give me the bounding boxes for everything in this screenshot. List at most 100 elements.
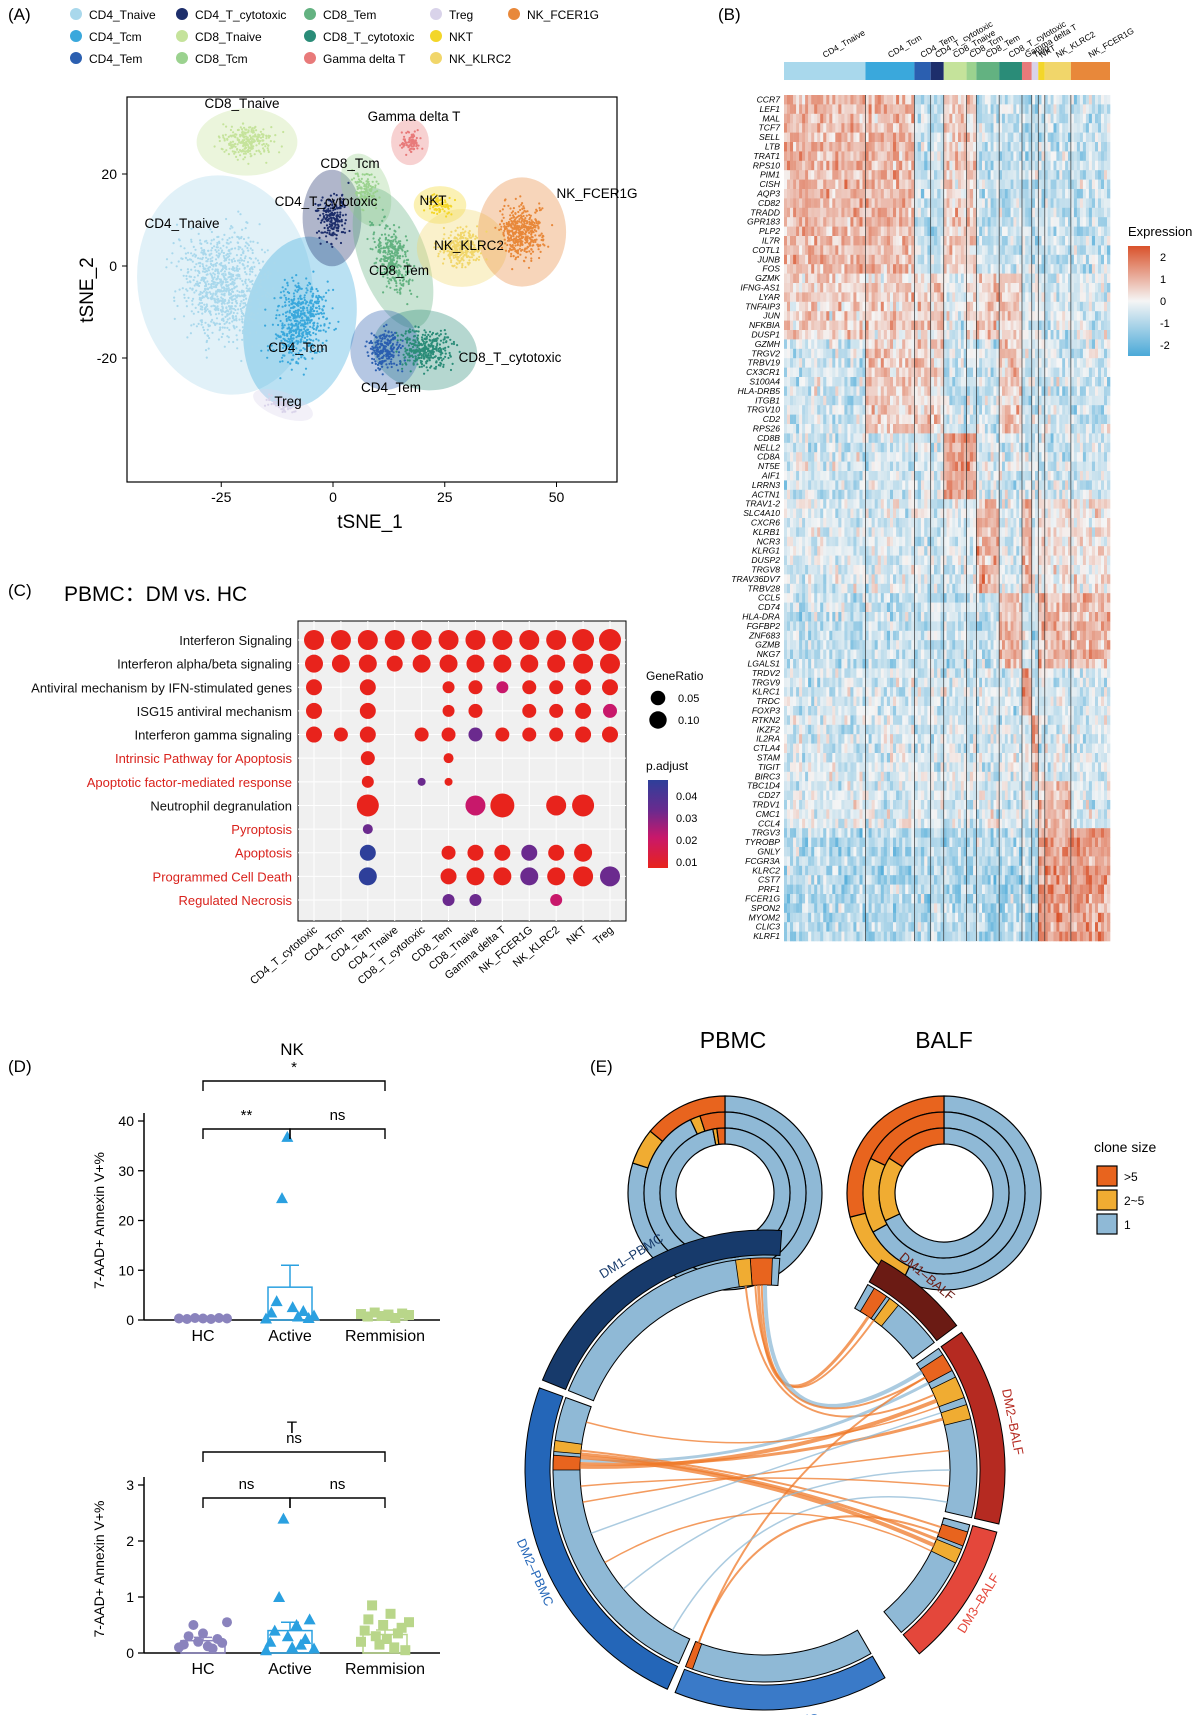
heatmap-cell (841, 264, 845, 274)
tsne-point (284, 296, 287, 299)
tsne-point (200, 251, 203, 254)
heatmap-cell (850, 198, 854, 209)
heatmap-cell (853, 452, 857, 462)
tsne-point (388, 362, 391, 365)
tsne-point (385, 355, 388, 358)
tsne-point (283, 294, 286, 297)
tsne-point (368, 220, 372, 223)
heatmap-cell (784, 151, 788, 162)
heatmap-cell (838, 198, 842, 209)
heatmap-cell (829, 330, 833, 340)
tsne-point (207, 249, 210, 252)
tsne-point (235, 325, 238, 328)
tsne-point (401, 345, 404, 348)
heatmap-cell (826, 236, 830, 246)
heatmap-cell (850, 330, 854, 340)
tsne-point (217, 338, 220, 341)
tsne-point (251, 292, 254, 295)
heatmap-cell (859, 414, 863, 425)
tsne-point (383, 346, 386, 349)
tsne-point (384, 350, 387, 353)
heatmap-cell (835, 320, 839, 331)
tsne-point (288, 318, 291, 321)
tsne-point (173, 296, 176, 299)
tsne-point (258, 134, 261, 137)
heatmap-cell (814, 189, 818, 199)
tsne-point (332, 216, 335, 219)
tsne-point (329, 209, 332, 212)
tsne-point (259, 268, 262, 271)
tsne-point (221, 238, 224, 241)
tsne-point (281, 322, 284, 325)
heatmap-cell (835, 95, 839, 105)
heatmap-cell (808, 339, 812, 350)
tsne-points-cd4_t_cytotoxic (314, 181, 351, 248)
heatmap-cell (817, 395, 821, 406)
tsne-point (223, 322, 226, 325)
heatmap-cell (832, 95, 836, 105)
tsne-point (368, 173, 371, 177)
tsne-point (250, 290, 253, 293)
tsne-point (337, 206, 340, 210)
tsne-point (255, 291, 258, 294)
tsne-point (381, 355, 384, 359)
tsne-point (456, 233, 460, 236)
heatmap-cell (820, 348, 824, 359)
tsne-point (516, 244, 519, 247)
tsne-point (197, 310, 200, 314)
heatmap-cell (826, 160, 830, 171)
heatmap-cell (787, 405, 791, 415)
legend-swatch-cd4_t_cytotoxic (176, 8, 188, 20)
tsne-point (397, 351, 401, 354)
tsne-point (375, 257, 378, 260)
heatmap-cell (808, 95, 812, 105)
heatmap-cell (799, 104, 803, 115)
heatmap-cell (835, 339, 839, 350)
heatmap-cell (802, 189, 806, 199)
heatmap-cell (826, 198, 830, 209)
tsne-point (524, 219, 527, 222)
tsne-x-label: tSNE_1 (337, 512, 402, 533)
tsne-point (331, 213, 334, 216)
tsne-point (334, 208, 337, 211)
annotation-cd8_tnaive (943, 62, 967, 80)
heatmap-cell (805, 207, 809, 218)
tsne-point (445, 341, 448, 344)
tsne-point (217, 135, 220, 138)
tsne-point (247, 249, 250, 252)
heatmap-cell (859, 320, 863, 331)
heatmap-cell (850, 358, 854, 368)
tsne-point (337, 320, 340, 323)
tsne-point (425, 337, 428, 340)
heatmap-cell (796, 433, 800, 444)
tsne-point (300, 338, 303, 341)
tsne-y-tick-label: 0 (109, 258, 117, 274)
tsne-point (262, 128, 265, 131)
heatmap-cell (835, 151, 839, 162)
tsne-point (374, 190, 377, 194)
tsne-point (442, 226, 445, 230)
tsne-point (450, 230, 453, 233)
heatmap-cell (826, 113, 830, 124)
tsne-point (234, 277, 237, 280)
tsne-point (377, 354, 380, 357)
tsne-point (410, 147, 413, 150)
tsne-point (306, 335, 309, 338)
heatmap-cell (802, 348, 806, 359)
tsne-point (378, 335, 381, 338)
tsne-point (200, 296, 204, 300)
tsne-point (312, 324, 315, 327)
tsne-point (439, 329, 442, 332)
heatmap-cell (811, 339, 815, 350)
tsne-point (257, 344, 260, 347)
tsne-point (203, 308, 206, 311)
tsne-point (462, 255, 465, 258)
heatmap-cell (802, 358, 806, 368)
heatmap-cell (817, 151, 821, 162)
tsne-point (270, 403, 273, 406)
heatmap-cell (859, 386, 863, 397)
tsne-point (248, 331, 252, 335)
heatmap-cell (859, 160, 863, 171)
tsne-point (415, 358, 418, 361)
tsne-point (283, 344, 286, 347)
